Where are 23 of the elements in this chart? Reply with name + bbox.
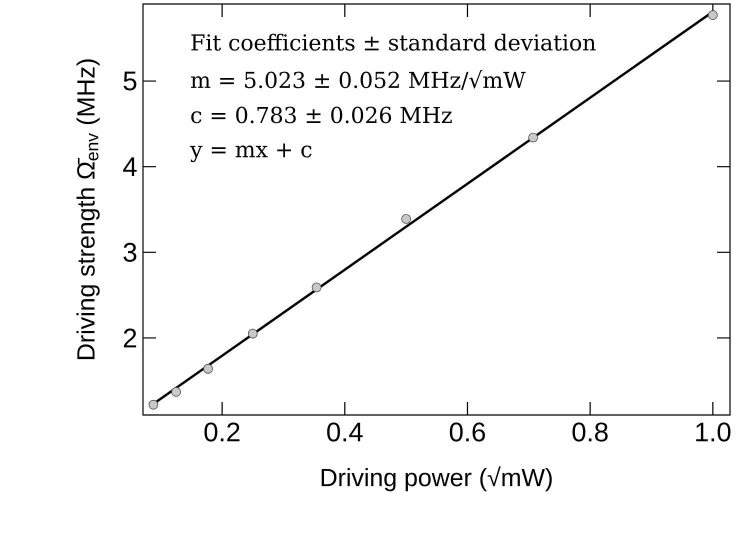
point — [248, 328, 258, 339]
y-tick-label: 3 — [124, 242, 136, 262]
x-tick-label: 0.2 — [204, 422, 240, 442]
point — [148, 400, 158, 410]
y-axis-title: Driving strength Ω̄$_{env}$ (MHz) — [76, 59, 100, 360]
point — [203, 364, 213, 374]
annotation: c = 0.783 ± 0.026 MHz — [191, 106, 452, 124]
point — [171, 387, 181, 397]
point — [528, 132, 538, 142]
x-axis-title: Driving power (√mW) — [322, 466, 552, 492]
x-tick-label: 0.4 — [327, 422, 363, 442]
annotation: m = 5.023 ± 0.052 MHz/√mW — [190, 70, 526, 90]
x-tick-label: 0.8 — [572, 422, 608, 442]
point — [708, 10, 718, 20]
annotation: Fit coefficients ± standard deviation — [191, 34, 596, 51]
annotation: y = mx + c — [190, 143, 312, 162]
y-tick-label: 4 — [123, 157, 137, 176]
x-tick-label: 0.6 — [450, 422, 485, 442]
y-tick-label: 5 — [124, 72, 136, 90]
point — [401, 214, 411, 224]
point — [312, 282, 322, 292]
y-tick-label: 2 — [124, 328, 136, 348]
x-tick-label: 1.0 — [696, 422, 730, 442]
